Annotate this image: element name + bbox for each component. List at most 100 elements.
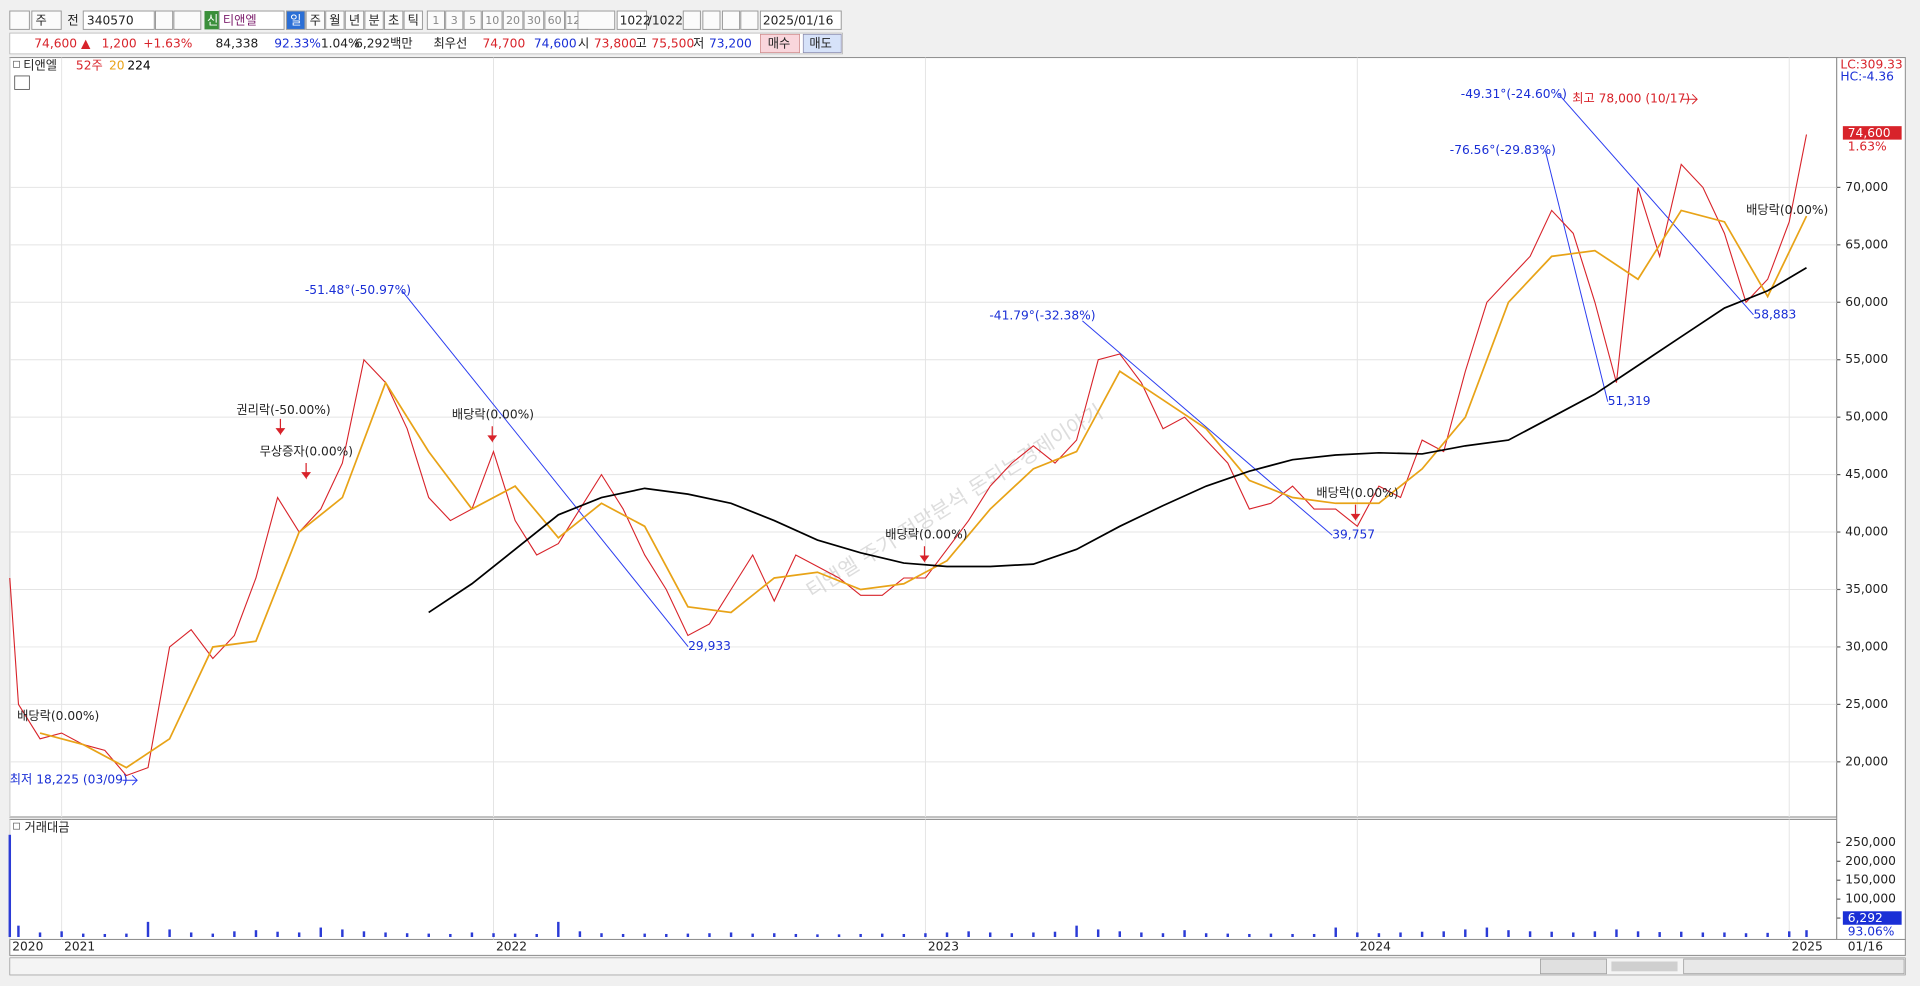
y-tick-label: 30,000 — [1845, 639, 1888, 653]
step-label[interactable]: 5 — [469, 14, 476, 27]
y-tick-label: 200,000 — [1845, 854, 1896, 868]
volume-bar — [665, 933, 668, 938]
interval-label[interactable]: 주 — [310, 13, 321, 27]
x-end-label: 01/16 — [1848, 939, 1883, 953]
interval-label[interactable]: 초 — [388, 13, 399, 27]
volume-bar — [362, 931, 366, 938]
menu-button[interactable] — [9, 10, 30, 30]
step-button[interactable] — [463, 10, 482, 30]
settings-button[interactable] — [740, 10, 759, 30]
annotations: 배당락(0.00%) 최저 18,225 (03/09) 권리락(-50.00%) 무… — [10, 87, 1829, 787]
step-label[interactable]: 1 — [432, 14, 439, 27]
scroll-controls[interactable] — [1540, 958, 1607, 975]
step-label[interactable]: 60 — [548, 14, 562, 27]
count-input[interactable] — [616, 10, 648, 30]
period[interactable]: 주 — [36, 13, 47, 27]
annotation: 무상증자(0.00%) — [260, 444, 353, 458]
interval-label[interactable]: 월 — [329, 13, 340, 27]
interval-button[interactable] — [403, 10, 423, 30]
step-select[interactable] — [577, 10, 616, 30]
stock-name: 티앤엘 — [223, 13, 257, 27]
date-input[interactable] — [759, 10, 842, 30]
volume-bar — [341, 929, 344, 938]
last-pct: 1.63% — [1848, 139, 1887, 153]
save-button[interactable] — [721, 10, 741, 30]
volume-bar — [1010, 933, 1014, 938]
badge-bg — [204, 11, 220, 30]
volume-bar — [1636, 931, 1640, 938]
step-label[interactable]: 3 — [451, 14, 458, 27]
interval-label[interactable]: 일 — [290, 13, 301, 27]
right-axis — [1836, 57, 1906, 940]
interval-button[interactable] — [325, 10, 345, 30]
interval-button[interactable] — [305, 10, 325, 30]
interval-button[interactable] — [344, 10, 365, 30]
series-line — [39, 209, 1808, 769]
tool-button[interactable] — [682, 10, 701, 30]
annotation: 배당락(0.00%) — [1316, 486, 1398, 500]
y-tick-label: 60,000 — [1845, 295, 1888, 309]
annotation: 배당락(0.00%) — [885, 528, 967, 542]
step-button[interactable] — [544, 10, 565, 30]
interval-label[interactable]: 틱 — [408, 13, 419, 27]
annotation: -76.56°(-29.83%) — [1450, 143, 1556, 157]
stock-code[interactable]: 340570 — [87, 13, 134, 27]
scroll-thumb[interactable] — [1611, 961, 1678, 972]
interval-button[interactable] — [384, 10, 404, 30]
sound-button[interactable] — [173, 10, 202, 30]
step-button[interactable] — [502, 10, 524, 30]
volume-bar — [988, 932, 992, 938]
y-tick-label: 65,000 — [1845, 237, 1888, 251]
count[interactable]: 1022 — [620, 13, 651, 27]
name-box[interactable] — [218, 10, 285, 30]
volume-bar — [492, 933, 495, 938]
event-arrow — [301, 462, 312, 480]
volume-bar — [1442, 931, 1445, 938]
step-button[interactable] — [523, 10, 545, 30]
low-label: 저 — [693, 37, 704, 51]
interval-label[interactable]: 년 — [349, 13, 360, 27]
code-input[interactable] — [82, 10, 155, 30]
high: 75,500 — [651, 37, 694, 51]
prefix: 전 — [67, 13, 78, 27]
y-tick-label: 45,000 — [1845, 467, 1888, 481]
volume-bar — [1248, 933, 1251, 938]
buy[interactable]: 매수 — [768, 37, 791, 51]
step-button[interactable] — [481, 10, 503, 30]
search-button[interactable] — [155, 10, 174, 30]
interval-button[interactable] — [286, 10, 306, 30]
table-button[interactable] — [14, 75, 30, 90]
ask: 74,700 — [482, 37, 525, 51]
y-tick-label: 100,000 — [1845, 892, 1896, 906]
price-panel — [9, 57, 1838, 818]
last-volume-pct: 93.06% — [1848, 925, 1895, 939]
date[interactable]: 2025/01/16 — [763, 13, 834, 27]
legend: 52주 20 224 — [76, 59, 151, 73]
step-label[interactable]: 20 — [506, 14, 520, 27]
step-button[interactable] — [426, 10, 445, 30]
scrollbar[interactable] — [9, 957, 1906, 976]
volume-title: 거래대금 — [24, 820, 69, 834]
volume-bar — [1356, 932, 1359, 938]
volume-bar — [1161, 933, 1165, 938]
volume-bar — [1658, 932, 1661, 938]
interval-label[interactable]: 분 — [368, 13, 379, 27]
volume-bar — [125, 933, 128, 938]
buy-button[interactable] — [760, 33, 800, 54]
volume-bar — [1766, 932, 1769, 938]
event-arrow — [275, 418, 286, 436]
date-axis — [9, 938, 1906, 956]
step-label[interactable]: 10 — [485, 14, 499, 27]
zoom-controls[interactable] — [1683, 958, 1905, 975]
interval-button[interactable] — [364, 10, 384, 30]
volume-bar — [8, 834, 12, 938]
volume-bar — [708, 933, 711, 938]
sell-button[interactable] — [802, 33, 842, 54]
tool-button[interactable] — [702, 10, 721, 30]
step-label[interactable]: 30 — [527, 14, 541, 27]
step-button[interactable] — [445, 10, 464, 30]
sell[interactable]: 매도 — [809, 37, 832, 51]
annotation: -51.48°(-50.97%) — [305, 283, 411, 297]
volume-bar — [233, 931, 236, 938]
period-select[interactable] — [31, 10, 62, 30]
